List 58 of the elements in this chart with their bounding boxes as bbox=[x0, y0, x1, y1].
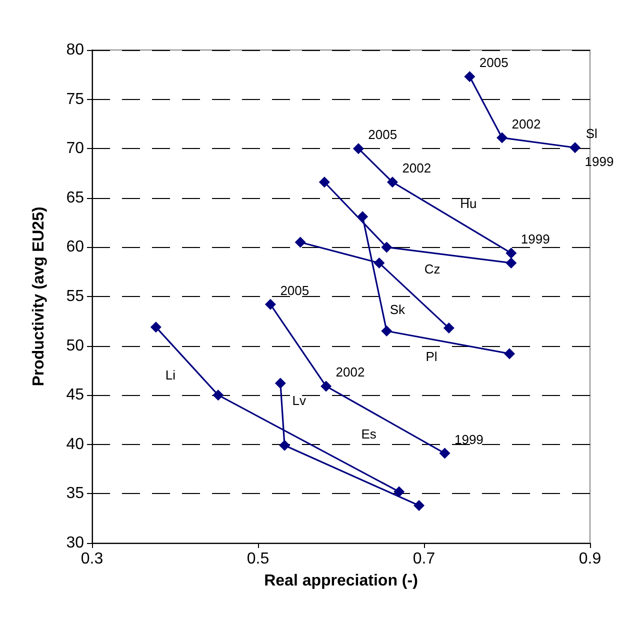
annotation: 2005 bbox=[479, 55, 508, 70]
point bbox=[496, 132, 508, 144]
point bbox=[279, 440, 290, 451]
annotation: 2002 bbox=[512, 116, 541, 132]
annotation: 2002 bbox=[336, 364, 365, 380]
annotation: 1999 bbox=[454, 432, 484, 447]
point bbox=[264, 298, 276, 310]
annotation: 2005 bbox=[368, 127, 398, 142]
point bbox=[506, 248, 517, 259]
annotation: Pl bbox=[426, 348, 438, 364]
annotation: Li bbox=[165, 368, 176, 383]
point bbox=[386, 176, 398, 188]
point bbox=[464, 71, 476, 82]
y-tick-label: 70 bbox=[66, 140, 84, 158]
point bbox=[506, 257, 517, 268]
x-axis-title: Real appreciation (-) bbox=[264, 572, 418, 590]
y-axis-title: Productivity (avg EU25) bbox=[30, 206, 48, 386]
point bbox=[381, 242, 392, 253]
point bbox=[414, 500, 425, 512]
x-tick-label: 0.9 bbox=[578, 550, 602, 568]
annotation: 2002 bbox=[402, 160, 432, 176]
point bbox=[320, 380, 332, 392]
annotation: Sk bbox=[390, 302, 406, 318]
y-tick-label: 40 bbox=[66, 436, 84, 453]
point bbox=[394, 486, 405, 498]
point bbox=[443, 322, 454, 334]
point bbox=[381, 326, 392, 337]
x-tick-label: 0.7 bbox=[412, 550, 436, 568]
y-tick-label: 80 bbox=[66, 42, 84, 58]
annotation: 1999 bbox=[520, 232, 550, 247]
annotation: 2005 bbox=[280, 282, 310, 298]
annotation: 1999 bbox=[584, 154, 614, 170]
point bbox=[439, 448, 450, 459]
y-tick-label: 60 bbox=[66, 238, 84, 256]
y-tick-label: 30 bbox=[66, 534, 84, 552]
point bbox=[374, 257, 385, 268]
point bbox=[294, 236, 306, 248]
point bbox=[274, 378, 286, 389]
annotation: Sl bbox=[586, 126, 598, 142]
x-tick-label: 0.5 bbox=[246, 550, 270, 568]
x-tick-label: 0.3 bbox=[80, 550, 104, 568]
point bbox=[504, 348, 515, 360]
point bbox=[212, 390, 224, 401]
point bbox=[357, 211, 368, 222]
y-tick-label: 45 bbox=[66, 386, 84, 404]
y-tick-label: 65 bbox=[66, 189, 84, 206]
point bbox=[570, 142, 581, 154]
point bbox=[352, 143, 364, 154]
annotation: Cz bbox=[424, 262, 440, 277]
y-tick-label: 50 bbox=[66, 337, 84, 354]
annotation: Lv bbox=[292, 392, 306, 408]
y-tick-label: 55 bbox=[66, 288, 84, 305]
point bbox=[150, 322, 162, 333]
y-tick-label: 75 bbox=[66, 90, 84, 108]
point bbox=[318, 176, 330, 188]
annotation: Es bbox=[361, 426, 377, 442]
annotation: Hu bbox=[460, 196, 477, 212]
y-tick-label: 35 bbox=[66, 485, 84, 502]
